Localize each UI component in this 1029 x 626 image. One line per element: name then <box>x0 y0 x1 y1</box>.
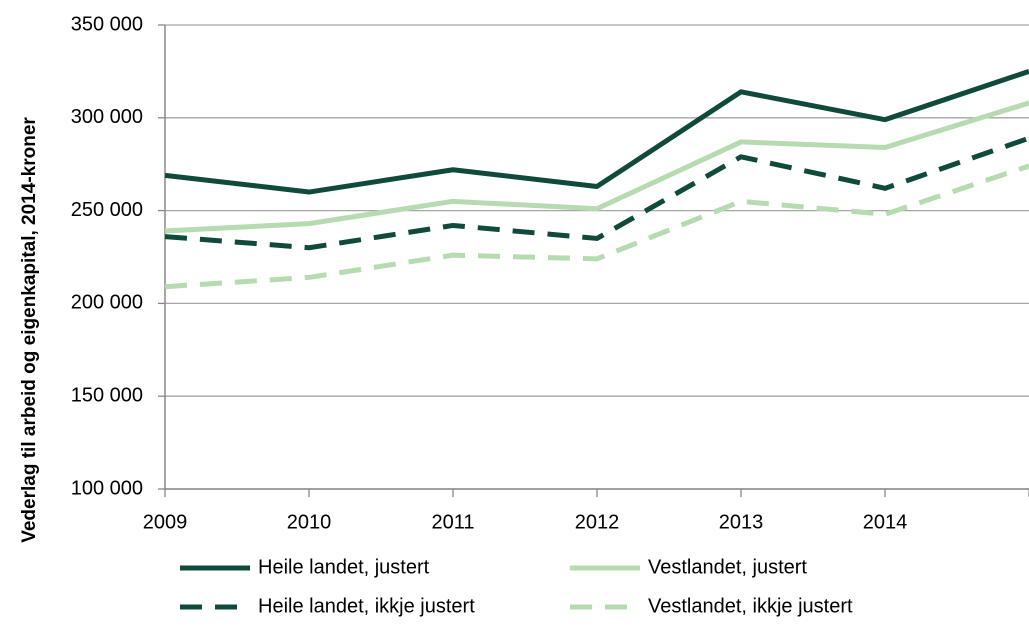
series-line <box>164 135 1029 251</box>
legend-label: Heile landet, ikkje justert <box>258 595 475 617</box>
legend-label: Vestlandet, ikkje justert <box>648 595 853 617</box>
legend-label: Vestlandet, justert <box>648 556 807 578</box>
y-tick-label: 350 000 <box>71 13 143 35</box>
x-tick-label: 2013 <box>719 511 764 533</box>
x-tick-label: 2011 <box>431 511 474 533</box>
y-axis-label: Vederlag til arbeid og eigenkapital, 201… <box>19 117 40 543</box>
x-tick-label: 2009 <box>143 511 188 533</box>
y-tick-label: 150 000 <box>71 384 143 406</box>
y-tick-label: 250 000 <box>71 199 143 221</box>
y-tick-label: 200 000 <box>71 292 143 314</box>
x-tick-label: 2014 <box>863 511 908 533</box>
legend-label: Heile landet, justert <box>258 556 430 578</box>
series-line <box>164 69 1029 195</box>
series-line <box>164 163 1029 290</box>
x-tick-label: 2010 <box>287 511 332 533</box>
y-tick-label: 100 000 <box>71 477 143 499</box>
series-line <box>164 100 1029 234</box>
y-tick-label: 300 000 <box>71 106 143 128</box>
x-tick-label: 2012 <box>575 511 620 533</box>
